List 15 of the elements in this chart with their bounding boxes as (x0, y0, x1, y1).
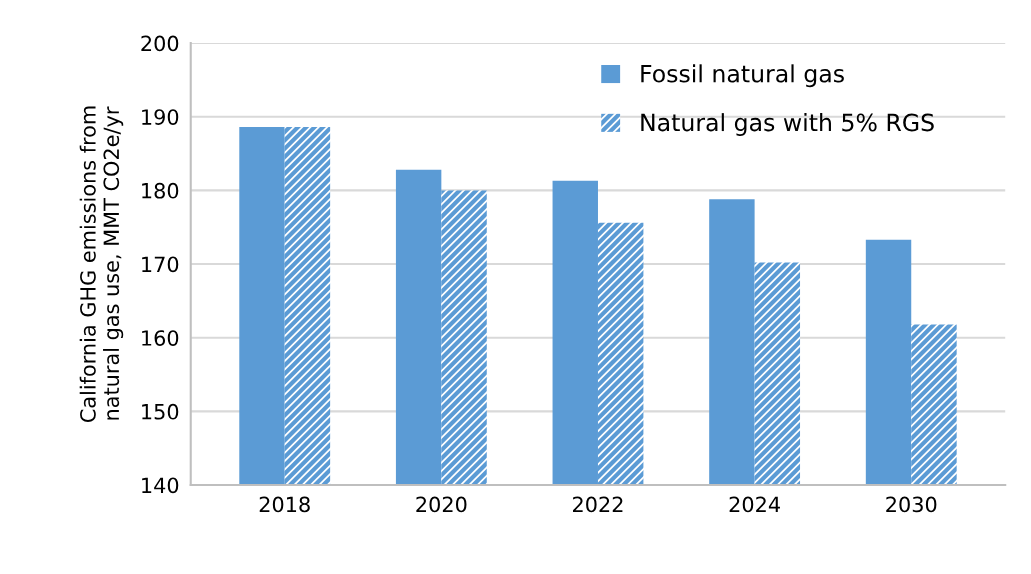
x-tick-label: 2020 (416, 496, 467, 513)
x-tick-label: 2024 (729, 496, 780, 513)
legend-label: Fossil natural gas (641, 64, 844, 88)
y-tick-label: 160 (142, 330, 179, 346)
y-tick-label: 190 (142, 109, 179, 125)
x-tick-label: 2018 (259, 496, 310, 513)
legend-label: Natural gas with 5% RGS (641, 113, 934, 136)
y-tick-label: 180 (142, 182, 179, 199)
x-tick-label: 2030 (886, 496, 937, 513)
y-tick-label: 200 (141, 35, 179, 52)
y-tick-label: 140 (142, 477, 179, 494)
y-axis-title: California GHG emissions from natural gas use, MMT CO2e/yr (79, 106, 124, 423)
y-tick-label: 170 (142, 256, 179, 273)
y-tick-label: 150 (142, 403, 179, 420)
x-tick-label: 2022 (573, 496, 623, 513)
